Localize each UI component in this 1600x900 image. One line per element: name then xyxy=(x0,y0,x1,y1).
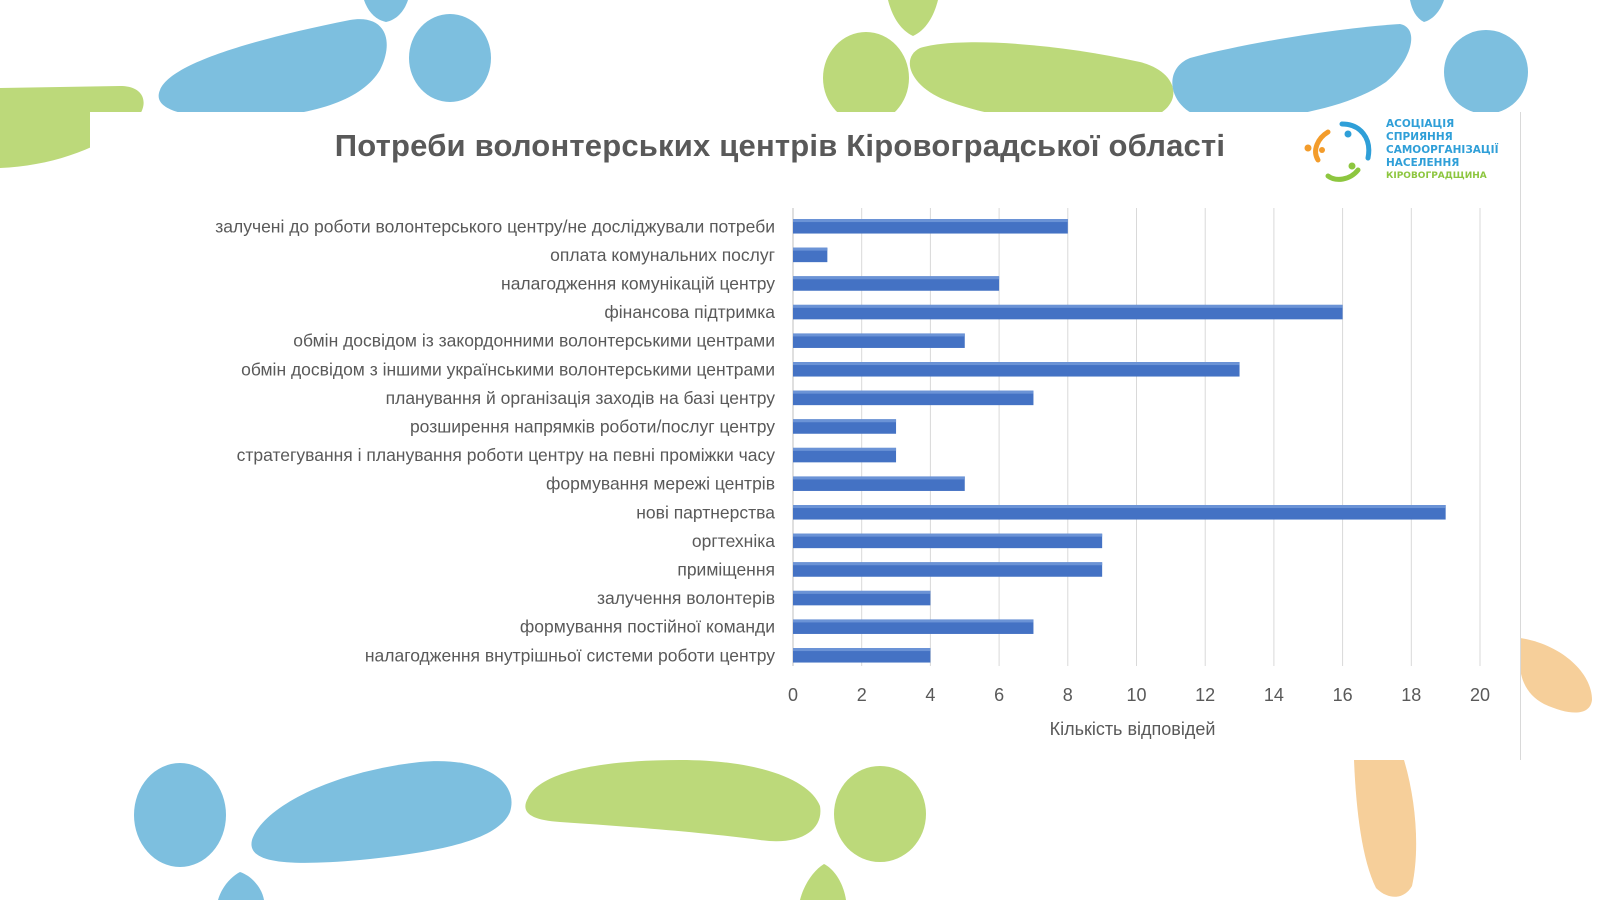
logo-line: САМООРГАНІЗАЦІЇ xyxy=(1386,144,1499,156)
decor-circle-blue-top xyxy=(409,14,491,102)
bar xyxy=(793,333,965,348)
x-tick-label: 2 xyxy=(857,685,867,705)
bar xyxy=(793,505,1446,520)
category-label: формування постійної команди xyxy=(520,617,775,637)
bar xyxy=(793,447,897,463)
decor-drop-blue-right xyxy=(1410,0,1444,22)
category-label: обмін досвідом із закордонними волонтерс… xyxy=(293,331,775,351)
decor-blob-blue-top xyxy=(158,19,387,119)
bar xyxy=(793,219,1068,234)
bar xyxy=(793,648,931,663)
x-tick-label: 16 xyxy=(1333,685,1353,705)
category-label: оплата комунальних послуг xyxy=(550,245,775,265)
x-tick-label: 6 xyxy=(994,685,1004,705)
bar-highlight xyxy=(793,304,1343,308)
x-tick-label: 0 xyxy=(788,685,798,705)
bar-highlight xyxy=(793,476,965,480)
logo-line: СПРИЯННЯ xyxy=(1386,131,1453,143)
x-tick-label: 4 xyxy=(925,685,935,705)
bar-highlight xyxy=(793,362,1240,366)
decor-blob-green-top xyxy=(909,42,1174,124)
bar-highlight xyxy=(793,247,828,251)
category-label: залучення волонтерів xyxy=(597,588,775,608)
decor-drop-green-top xyxy=(888,0,938,36)
association-logo: АСОЦІАЦІЯ СПРИЯННЯ САМООРГАНІЗАЦІЇ НАСЕЛ… xyxy=(1302,112,1532,192)
category-label: планування й організація заходів на базі… xyxy=(386,388,776,408)
decor-blob-green-bottom xyxy=(525,760,821,842)
decor-drop-green-bottom xyxy=(800,864,846,900)
bar-highlight xyxy=(793,219,1068,223)
association-logo-icon xyxy=(1304,121,1372,182)
bar-highlight xyxy=(793,619,1034,623)
decor-circle-blue-right xyxy=(1444,30,1528,114)
association-logo-text: АСОЦІАЦІЯ СПРИЯННЯ САМООРГАНІЗАЦІЇ НАСЕЛ… xyxy=(1386,118,1498,183)
bar xyxy=(793,276,1000,291)
logo-line: НАСЕЛЕННЯ xyxy=(1386,157,1460,169)
bar-highlight xyxy=(793,562,1103,566)
category-label: формування мережі центрів xyxy=(546,474,775,494)
logo-line: КІРОВОГРАДЩИНА xyxy=(1386,171,1487,181)
chart-x-tick-labels: 0 2 4 6 8 10 12 14 16 18 20 xyxy=(788,685,1490,705)
bar-highlight xyxy=(793,447,897,451)
bar xyxy=(793,619,1034,634)
bar xyxy=(793,247,828,263)
category-label: залучені до роботи волонтерського центру… xyxy=(215,216,775,236)
category-label: приміщення xyxy=(677,560,775,580)
chart-category-labels: залучені до роботи волонтерського центру… xyxy=(215,216,775,665)
bar-highlight xyxy=(793,419,897,423)
x-tick-label: 14 xyxy=(1264,685,1284,705)
x-tick-label: 12 xyxy=(1195,685,1215,705)
bar-highlight xyxy=(793,276,1000,280)
decor-blob-blue-bottom xyxy=(251,761,512,863)
bar-highlight xyxy=(793,390,1034,394)
bar xyxy=(793,390,1034,406)
bar xyxy=(793,304,1343,320)
category-label: налагодження комунікацій центру xyxy=(501,274,775,294)
x-tick-label: 10 xyxy=(1126,685,1146,705)
decor-drop-blue-bottom xyxy=(218,872,264,900)
bar xyxy=(793,419,897,434)
x-tick-label: 8 xyxy=(1063,685,1073,705)
category-label: оргтехніка xyxy=(692,531,775,551)
bar xyxy=(793,362,1240,377)
bar xyxy=(793,533,1103,549)
x-tick-label: 20 xyxy=(1470,685,1490,705)
decor-drop-blue-top xyxy=(364,0,408,22)
decor-blob-orange-bottom xyxy=(1354,760,1417,897)
bar-highlight xyxy=(793,648,931,652)
decor-blob-green-left xyxy=(0,86,144,168)
category-label: обмін досвідом з іншими українськими вол… xyxy=(241,359,775,379)
bar-highlight xyxy=(793,505,1446,509)
bar xyxy=(793,476,965,491)
bar-highlight xyxy=(793,333,965,337)
decor-circle-green-bottom xyxy=(834,766,926,862)
category-label: фінансова підтримка xyxy=(604,302,775,322)
bar xyxy=(793,562,1103,577)
decor-circle-blue-bottom xyxy=(134,763,226,867)
chart-bars xyxy=(793,219,1446,663)
category-label: нові партнерства xyxy=(636,502,775,522)
decor-circle-green-top xyxy=(823,32,909,124)
decor-blob-blue-right xyxy=(1172,24,1412,120)
bar-highlight xyxy=(793,533,1103,537)
bar-highlight xyxy=(793,590,931,594)
category-label: розширення напрямків роботи/послуг центр… xyxy=(410,417,775,437)
chart-title: Потреби волонтерських центрів Кіровоград… xyxy=(334,128,1226,163)
category-label: стратегування і планування роботи центру… xyxy=(237,445,776,465)
decor-blob-orange-right xyxy=(1520,638,1592,713)
logo-line: АСОЦІАЦІЯ xyxy=(1386,118,1455,130)
category-label: налагодження внутрішньої системи роботи … xyxy=(365,645,775,665)
x-axis-title: Кількість відповідей xyxy=(1050,719,1216,739)
x-tick-label: 18 xyxy=(1401,685,1421,705)
bar xyxy=(793,590,931,606)
